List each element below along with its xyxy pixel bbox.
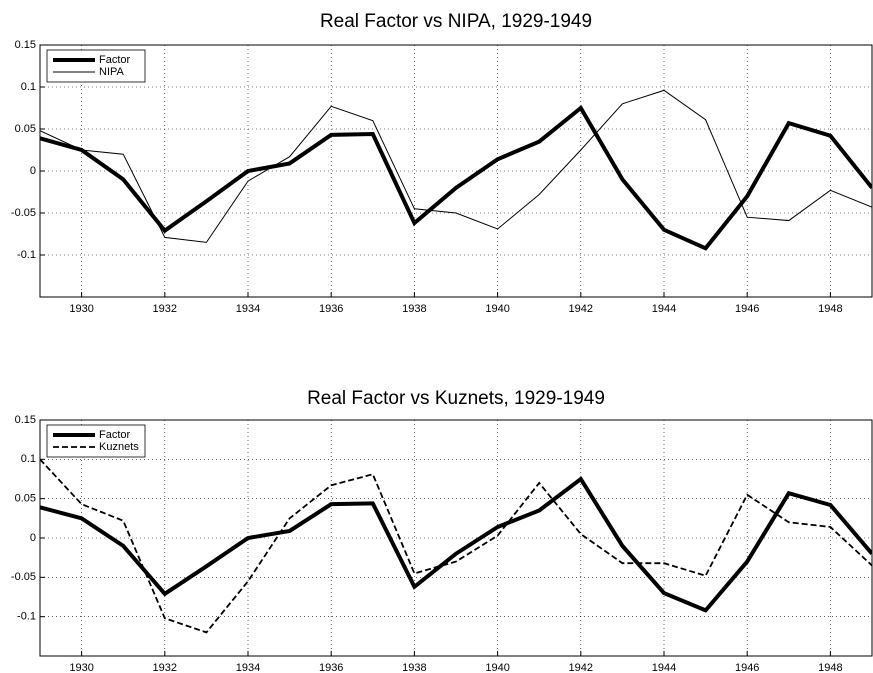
series-line (40, 104, 872, 251)
series-group (40, 89, 872, 251)
x-tick-label: 1946 (735, 662, 759, 673)
series-line (40, 476, 872, 613)
x-tick-label: 1948 (818, 662, 842, 673)
x-tick-label: 1942 (569, 662, 593, 673)
y-tick-label: -0.05 (11, 207, 36, 219)
x-tick-label: 1940 (485, 662, 509, 673)
axes-box (39, 419, 873, 657)
series-line (40, 89, 872, 243)
series-group (40, 458, 872, 634)
x-tick-label: 1936 (319, 662, 343, 673)
x-tick-label: 1938 (402, 662, 426, 673)
y-tick-label: 0.1 (21, 81, 36, 93)
x-tick-label: 1946 (735, 303, 759, 315)
chart: Real Factor vs NIPA, 1929-1949 -0.1 -0.05 0… (11, 11, 873, 315)
legend-label: NIPA (99, 66, 125, 78)
x-tick-label: 1940 (485, 303, 509, 315)
x-tick-label: 1930 (69, 303, 93, 315)
x-tick-label: 1944 (652, 662, 676, 673)
chart: Real Factor vs Kuznets, 1929-1949 -0.1 -0.… (11, 388, 873, 673)
legend-label: Kuznets (99, 441, 139, 453)
y-tick-label: -0.1 (17, 249, 36, 261)
y-tick-label: 0.1 (21, 453, 36, 465)
y-tick-label: 0.15 (15, 414, 36, 426)
y-tick-label: 0.05 (15, 123, 36, 135)
legend-label: Factor (99, 429, 131, 441)
y-tick-label: 0 (30, 532, 36, 544)
x-tick-label: 1944 (652, 303, 676, 315)
x-tick-label: 1930 (69, 662, 93, 673)
y-tick-label: -0.05 (11, 571, 36, 583)
legend-box (46, 424, 146, 458)
legend-label: Factor (99, 54, 131, 66)
x-tick-label: 1934 (236, 303, 260, 315)
y-tick-label: -0.1 (17, 611, 36, 623)
y-tick-label: 0.15 (15, 39, 36, 51)
y-tick-label: 0 (30, 165, 36, 177)
legend-box (46, 49, 146, 83)
x-tick-label: 1938 (402, 303, 426, 315)
x-tick-label: 1932 (153, 303, 177, 315)
axes-box (39, 44, 873, 298)
series-line (40, 458, 872, 634)
chart-title: Real Factor vs Kuznets, 1929-1949 (307, 388, 605, 409)
y-tick-label: 0.05 (15, 493, 36, 505)
chart-title: Real Factor vs NIPA, 1929-1949 (320, 11, 592, 32)
x-tick-label: 1936 (319, 303, 343, 315)
x-tick-label: 1942 (569, 303, 593, 315)
x-tick-label: 1948 (818, 303, 842, 315)
x-tick-label: 1932 (153, 662, 177, 673)
x-tick-label: 1934 (236, 662, 260, 673)
